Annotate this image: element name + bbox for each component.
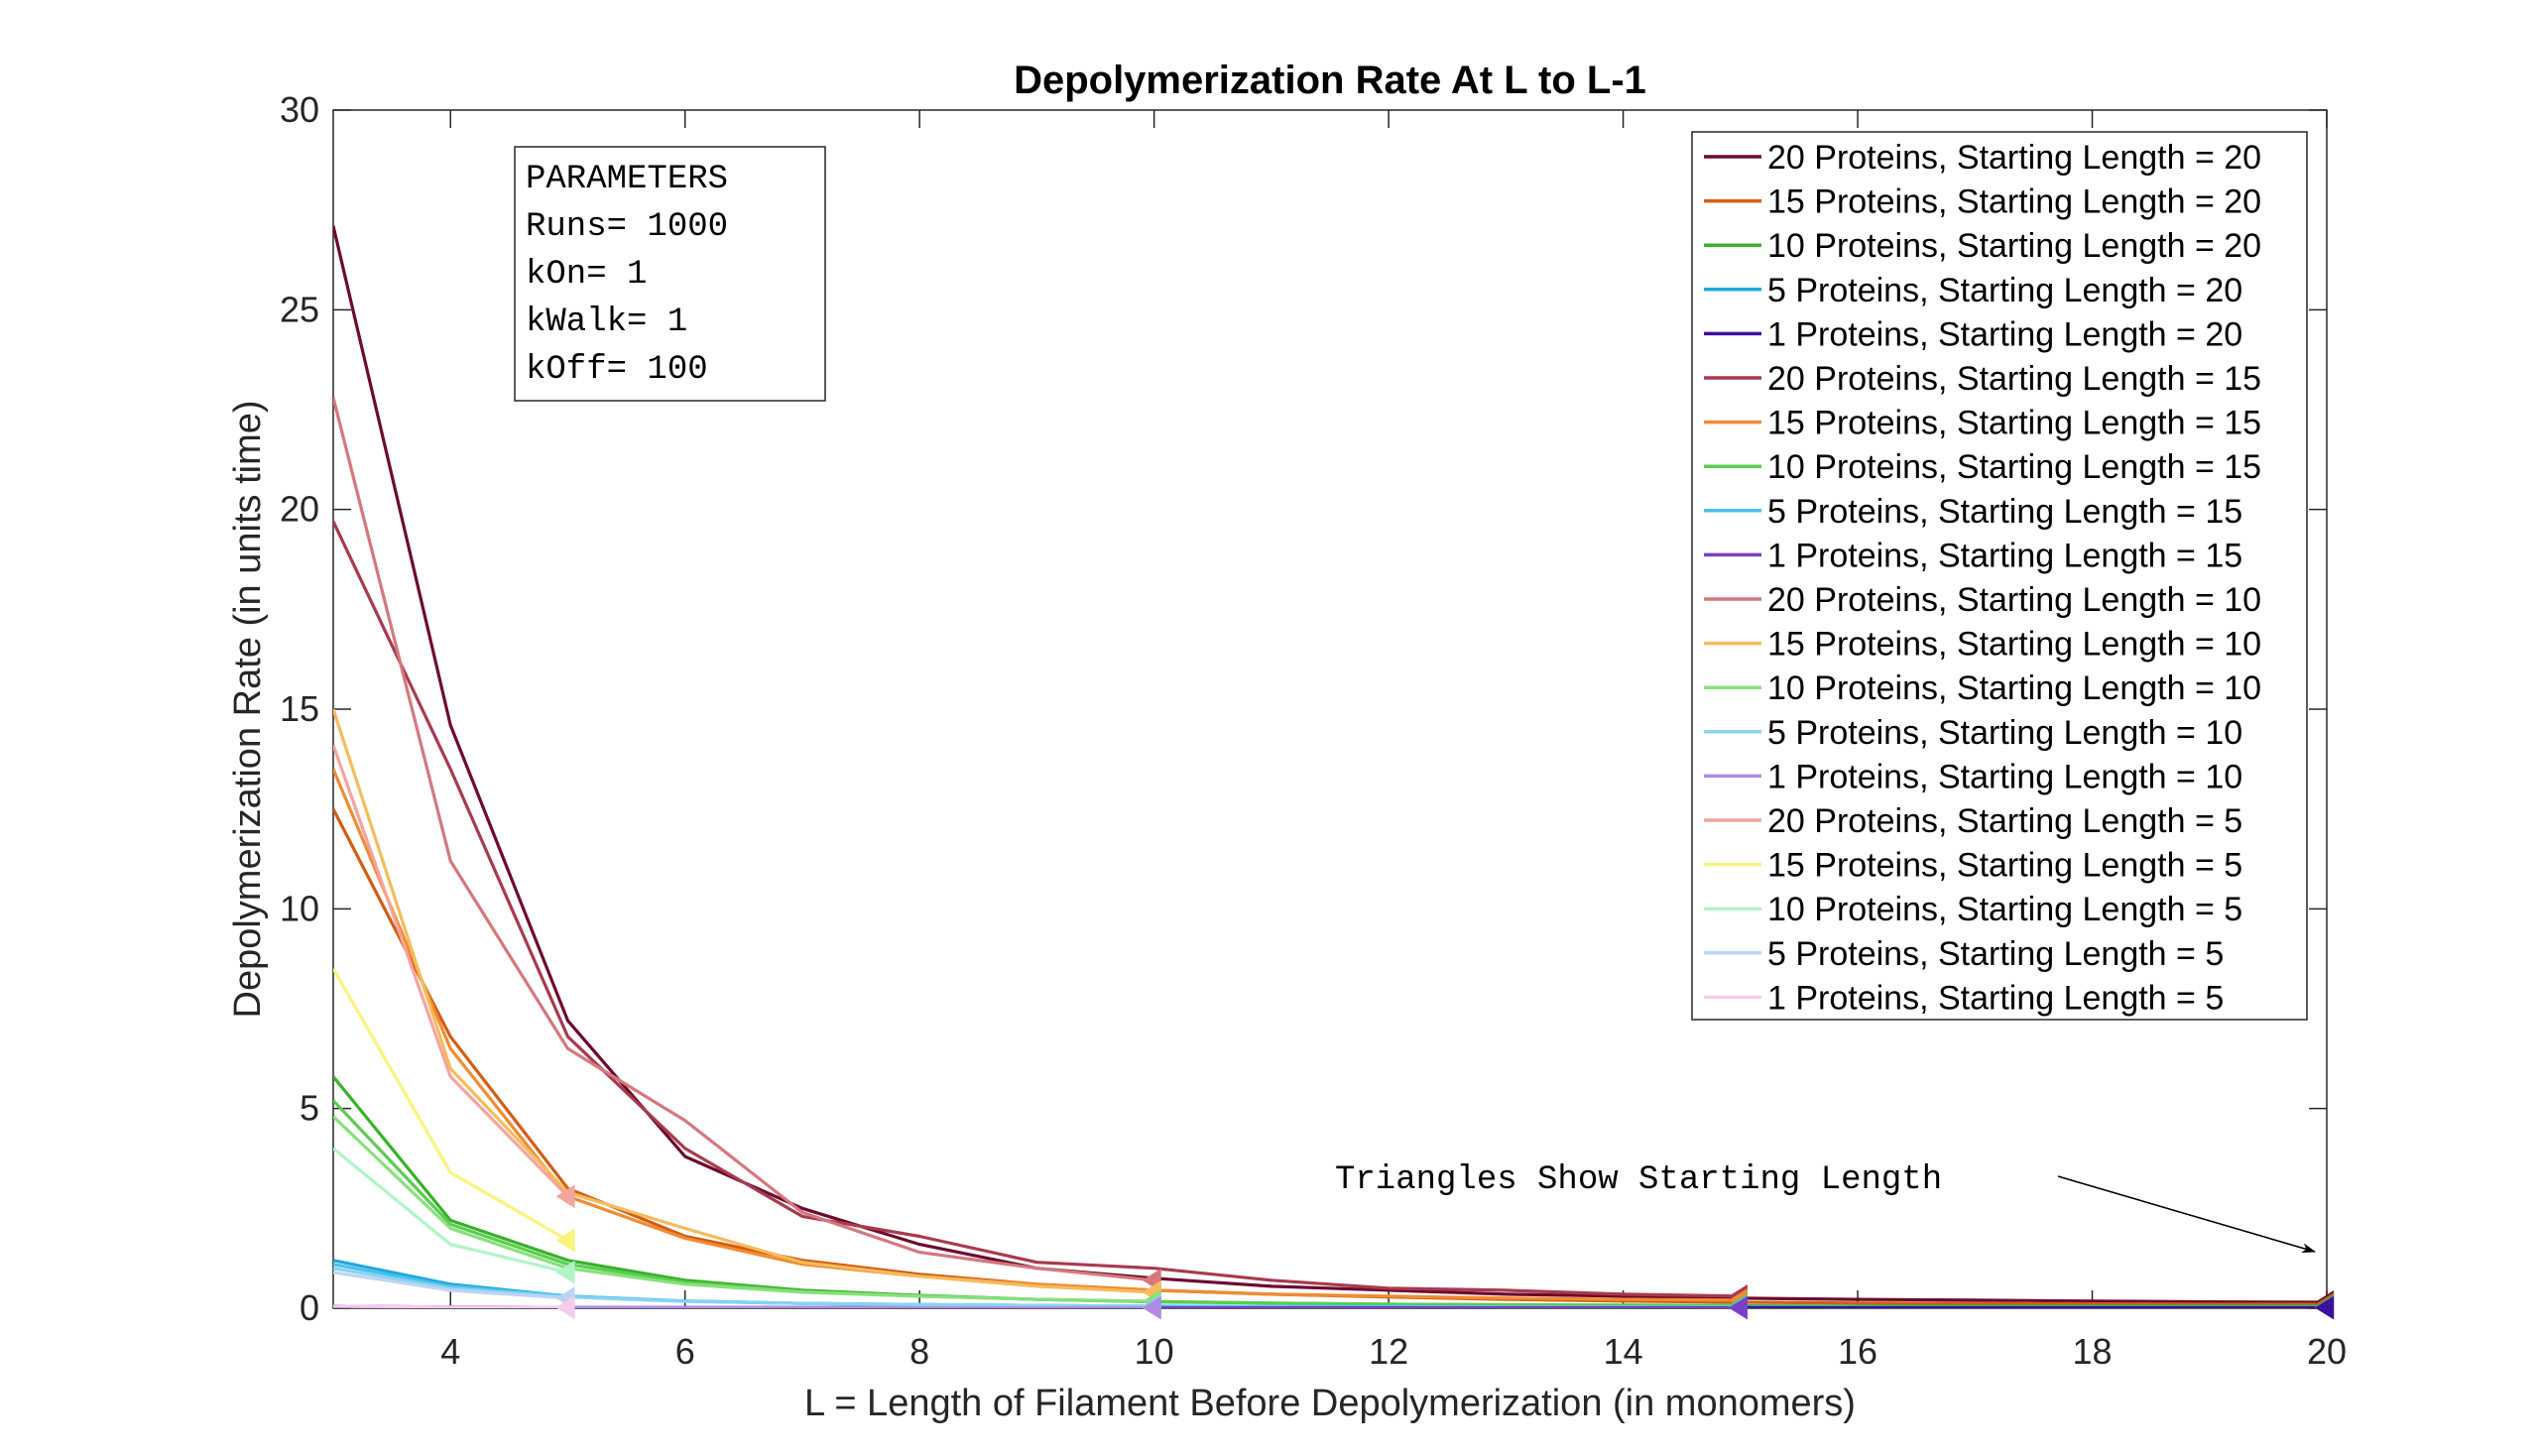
start-length-triangle-9 xyxy=(1728,1295,1748,1320)
annotation-arrow xyxy=(2057,1175,2316,1254)
x-tick-label: 10 xyxy=(1135,1331,1174,1372)
y-axis-label: Depolymerization Rate (in units time) xyxy=(227,400,269,1018)
series-line-15 xyxy=(333,744,569,1198)
parameters-box: PARAMETERS Runs= 1000 kOn= 1 kWalk= 1 kO… xyxy=(514,146,826,402)
series-line-13 xyxy=(333,1267,1154,1308)
x-tick-label: 6 xyxy=(675,1331,695,1372)
x-axis: 4 6 8 10 12 14 16 18 20 xyxy=(440,110,2347,1372)
legend-label: 20 Proteins, Starting Length = 20 xyxy=(1767,139,2261,177)
series-line-12 xyxy=(333,1115,1154,1303)
x-tick-label: 16 xyxy=(1838,1331,1877,1372)
start-length-triangle-15 xyxy=(555,1184,575,1209)
legend-label: 20 Proteins, Starting Length = 15 xyxy=(1767,360,2261,398)
series-line-11 xyxy=(333,708,1154,1294)
legend-label: 5 Proteins, Starting Length = 15 xyxy=(1767,493,2242,531)
parameters-title: PARAMETERS xyxy=(526,161,728,198)
x-tick-label: 20 xyxy=(2307,1331,2347,1372)
series-line-17 xyxy=(333,1147,568,1274)
series-line-16 xyxy=(333,967,569,1242)
y-tick-label: 0 xyxy=(300,1287,319,1328)
legend-label: 10 Proteins, Starting Length = 5 xyxy=(1767,891,2242,928)
start-length-triangle-14 xyxy=(1142,1295,1161,1320)
series-line-19 xyxy=(333,1304,568,1308)
y-axis: 0 5 10 15 20 25 30 xyxy=(280,89,2327,1328)
start-length-triangle-17 xyxy=(555,1260,575,1284)
y-tick-label: 25 xyxy=(280,289,319,329)
y-tick-label: 5 xyxy=(300,1088,319,1129)
parameter-kon: kOn= 1 xyxy=(526,256,647,294)
legend-label: 10 Proteins, Starting Length = 10 xyxy=(1767,669,2261,707)
chart-title: Depolymerization Rate At L to L-1 xyxy=(1014,59,1646,102)
parameter-kwalk: kWalk= 1 xyxy=(526,303,687,341)
x-tick-label: 18 xyxy=(2073,1331,2113,1372)
start-length-triangle-4 xyxy=(2315,1295,2335,1320)
legend-label: 10 Proteins, Starting Length = 20 xyxy=(1767,227,2261,265)
y-tick-label: 15 xyxy=(280,688,319,729)
parameter-runs: Runs= 1000 xyxy=(526,208,728,246)
series-line-0 xyxy=(333,225,2327,1304)
series-line-5 xyxy=(333,521,1741,1298)
x-tick-label: 8 xyxy=(909,1331,929,1372)
legend-label: 1 Proteins, Starting Length = 10 xyxy=(1767,758,2242,795)
legend-label: 20 Proteins, Starting Length = 10 xyxy=(1767,581,2261,619)
start-length-triangle-19 xyxy=(555,1295,575,1320)
legend-label: 15 Proteins, Starting Length = 10 xyxy=(1767,626,2261,664)
legend-label: 5 Proteins, Starting Length = 5 xyxy=(1767,935,2224,973)
series-line-10 xyxy=(333,397,1154,1282)
annotation-text: Triangles Show Starting Length xyxy=(1335,1161,1942,1199)
x-axis-label: L = Length of Filament Before Depolymeri… xyxy=(804,1383,1856,1424)
legend-label: 15 Proteins, Starting Length = 5 xyxy=(1767,847,2242,885)
x-tick-label: 14 xyxy=(1604,1331,1643,1372)
legend-label: 1 Proteins, Starting Length = 5 xyxy=(1767,979,2224,1017)
legend: 20 Proteins, Starting Length = 20 15 Prot… xyxy=(1691,131,2308,1021)
y-tick-label: 20 xyxy=(280,489,319,530)
legend-label: 20 Proteins, Starting Length = 5 xyxy=(1767,802,2242,840)
start-length-triangle-16 xyxy=(555,1228,575,1253)
y-tick-label: 10 xyxy=(280,888,319,928)
legend-label: 1 Proteins, Starting Length = 15 xyxy=(1767,537,2242,574)
y-tick-label: 30 xyxy=(280,89,319,130)
series-line-18 xyxy=(333,1271,568,1300)
legend-label: 1 Proteins, Starting Length = 20 xyxy=(1767,315,2242,353)
x-tick-label: 12 xyxy=(1369,1331,1408,1372)
legend-label: 5 Proteins, Starting Length = 10 xyxy=(1767,714,2242,752)
legend-label: 15 Proteins, Starting Length = 20 xyxy=(1767,183,2261,221)
parameter-koff: kOff= 100 xyxy=(526,351,708,389)
start-length-triangles xyxy=(555,1184,2335,1320)
legend-label: 10 Proteins, Starting Length = 15 xyxy=(1767,448,2261,486)
x-tick-label: 4 xyxy=(440,1331,460,1372)
legend-label: 15 Proteins, Starting Length = 15 xyxy=(1767,405,2261,442)
legend-label: 5 Proteins, Starting Length = 20 xyxy=(1767,272,2242,309)
